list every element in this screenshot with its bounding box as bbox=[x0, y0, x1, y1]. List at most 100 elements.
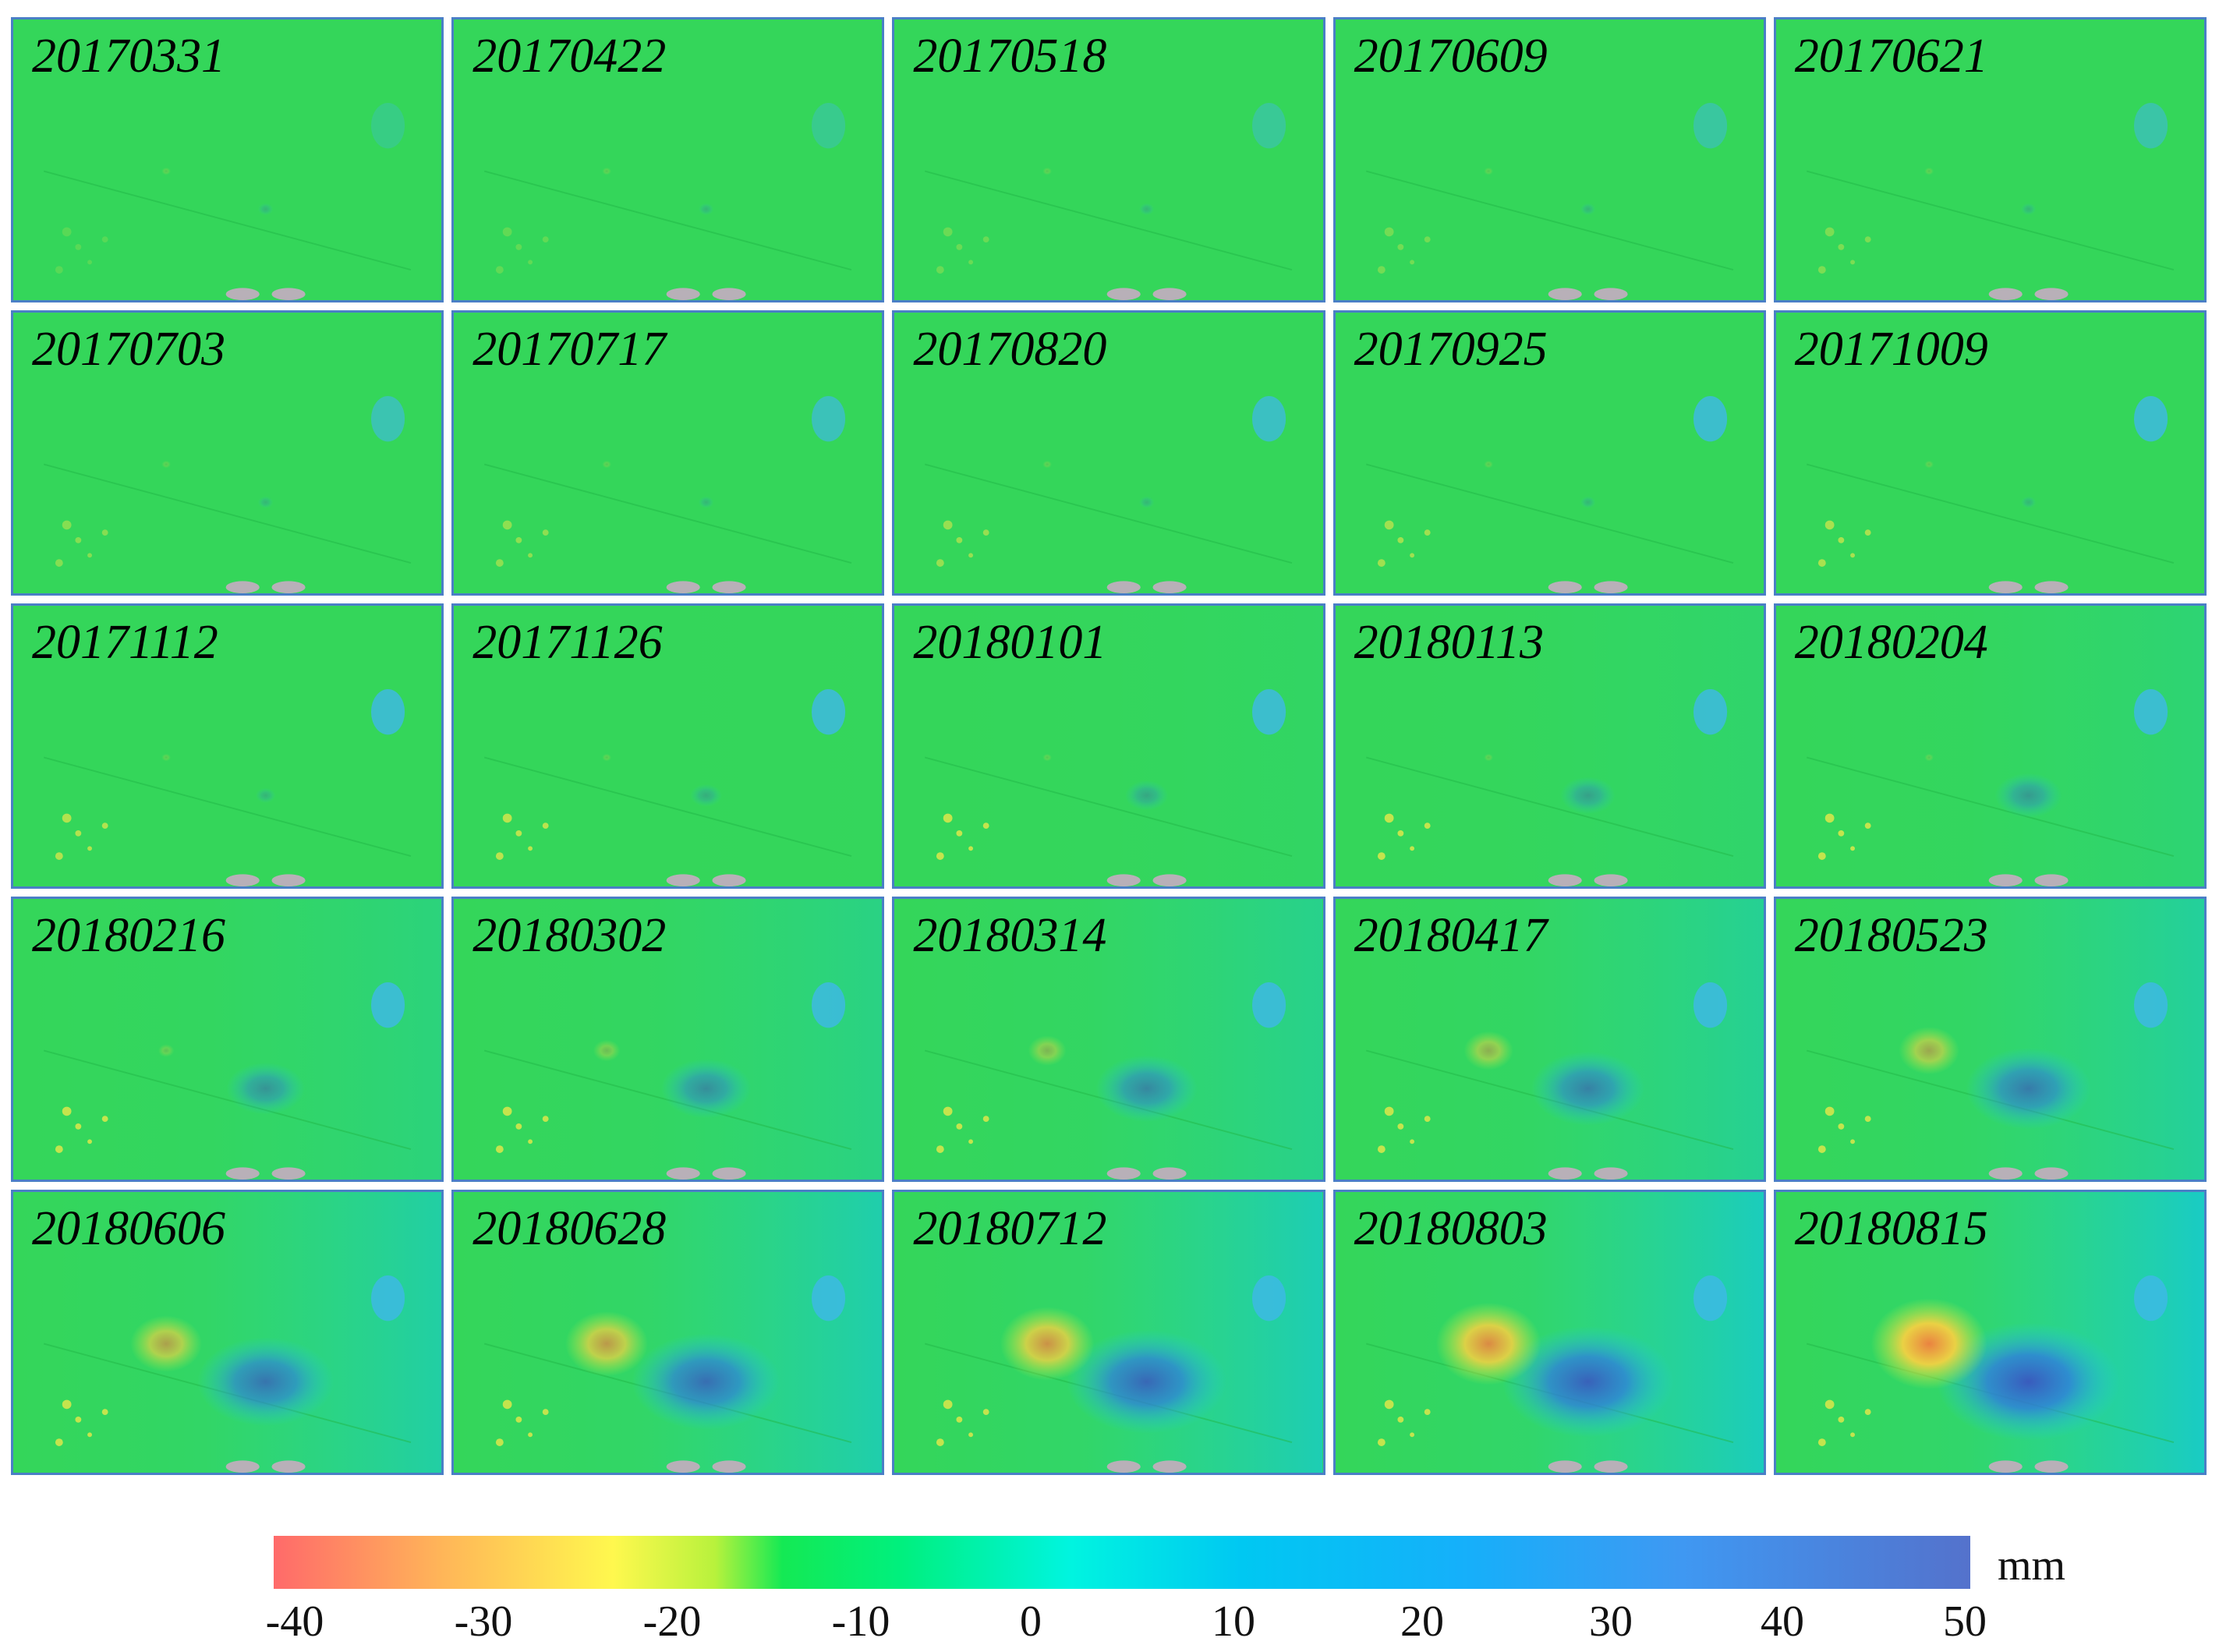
uplift-zone bbox=[1899, 1027, 1959, 1075]
scattered-uplift-points bbox=[1817, 520, 1871, 567]
deformation-map bbox=[13, 606, 442, 886]
deformation-map bbox=[894, 19, 1323, 300]
scattered-uplift-points bbox=[1377, 227, 1431, 274]
deformation-map-panel: 20180417 bbox=[1332, 897, 1766, 1182]
subsidence-zone bbox=[255, 787, 276, 803]
terrain-marks bbox=[1988, 1460, 2069, 1473]
panel-date-label: 20170609 bbox=[1354, 30, 1548, 83]
map-lineament bbox=[43, 1049, 412, 1151]
map-shading bbox=[13, 19, 442, 300]
scattered-uplift-points bbox=[1817, 813, 1871, 860]
deformation-map bbox=[454, 899, 883, 1180]
uplift-zone bbox=[602, 753, 612, 762]
terrain-marks bbox=[1988, 581, 2069, 593]
scattered-uplift-points bbox=[55, 1399, 108, 1446]
deformation-map-panel: 20180113 bbox=[1332, 603, 1766, 889]
colorbar-unit: mm bbox=[1998, 1541, 2066, 1590]
terrain-marks bbox=[666, 1460, 746, 1473]
panel-date-label: 20180101 bbox=[913, 616, 1107, 669]
deformation-map bbox=[454, 606, 883, 886]
map-shading bbox=[1335, 313, 1764, 593]
panel-date-label: 20180417 bbox=[1354, 909, 1548, 962]
terrain-marks bbox=[1988, 874, 2069, 886]
colorbar bbox=[274, 1536, 1970, 1589]
panel-date-label: 20180314 bbox=[913, 909, 1107, 962]
terrain-marks bbox=[1107, 874, 1187, 886]
terrain-marks bbox=[1548, 1460, 1628, 1473]
map-shading bbox=[894, 606, 1323, 886]
uplift-zone bbox=[161, 460, 172, 469]
colorbar-tick: -20 bbox=[642, 1597, 702, 1646]
colorbar-tick: 10 bbox=[1212, 1597, 1255, 1646]
subsidence-spot bbox=[370, 396, 405, 442]
uplift-zone bbox=[602, 460, 612, 469]
terrain-marks bbox=[666, 874, 746, 886]
deformation-map-panel: 20170331 bbox=[11, 17, 444, 302]
subsidence-spot bbox=[370, 689, 405, 735]
subsidence-spot bbox=[370, 103, 405, 149]
deformation-map bbox=[1775, 606, 2204, 886]
map-shading bbox=[454, 19, 883, 300]
map-shading bbox=[13, 313, 442, 593]
deformation-map-panel: 20180101 bbox=[892, 603, 1325, 889]
deformation-map-panel: 20180302 bbox=[451, 897, 885, 1182]
subsidence-zone bbox=[699, 496, 714, 509]
deformation-map bbox=[454, 313, 883, 593]
scattered-uplift-points bbox=[1377, 813, 1431, 860]
scattered-uplift-points bbox=[936, 813, 989, 860]
scattered-uplift-points bbox=[1377, 1106, 1431, 1153]
scattered-uplift-points bbox=[1817, 227, 1871, 274]
terrain-marks bbox=[1988, 1167, 2069, 1180]
map-shading bbox=[1775, 313, 2204, 593]
panel-date-label: 20180803 bbox=[1354, 1202, 1548, 1255]
subsidence-zone bbox=[690, 784, 723, 807]
map-lineament bbox=[43, 463, 412, 564]
map-lineament bbox=[1806, 170, 2175, 271]
deformation-map-panel: 20170609 bbox=[1332, 17, 1766, 302]
deformation-map-panel: 20170820 bbox=[892, 310, 1325, 596]
subsidence-zone bbox=[1139, 203, 1155, 216]
map-lineament bbox=[1365, 756, 1733, 858]
deformation-map-panel: 20180815 bbox=[1773, 1190, 2207, 1475]
map-shading bbox=[13, 606, 442, 886]
uplift-zone bbox=[1483, 753, 1493, 762]
deformation-map bbox=[1775, 1192, 2204, 1473]
subsidence-zone bbox=[1125, 780, 1169, 811]
terrain-marks bbox=[1107, 288, 1187, 300]
uplift-zone bbox=[161, 167, 172, 175]
subsidence-zone bbox=[1139, 496, 1155, 509]
deformation-map-panel: 20170621 bbox=[1773, 17, 2207, 302]
colorbar-legend: mm -40 -30 -20 -10 0 10 20 30 40 50 bbox=[0, 1528, 2219, 1652]
uplift-zone bbox=[1483, 167, 1493, 175]
subsidence-zone bbox=[1559, 776, 1616, 815]
deformation-map bbox=[1335, 899, 1764, 1180]
deformation-map bbox=[1335, 606, 1764, 886]
scattered-uplift-points bbox=[496, 227, 549, 274]
deformation-map-panel: 20171126 bbox=[451, 603, 885, 889]
uplift-zone bbox=[593, 1039, 621, 1062]
subsidence-zone bbox=[196, 1337, 334, 1427]
panel-date-label: 20180302 bbox=[472, 909, 667, 962]
deformation-map-panel: 20180606 bbox=[11, 1190, 444, 1475]
deformation-map bbox=[1335, 1192, 1764, 1473]
deformation-map-panel: 20180523 bbox=[1773, 897, 2207, 1182]
map-shading bbox=[1775, 19, 2204, 300]
terrain-marks bbox=[666, 1167, 746, 1180]
colorbar-tick: -40 bbox=[265, 1597, 324, 1646]
subsidence-zone bbox=[632, 1333, 781, 1430]
terrain-marks bbox=[225, 1167, 306, 1180]
terrain-marks bbox=[225, 581, 306, 593]
scattered-uplift-points bbox=[936, 1399, 989, 1446]
scattered-uplift-points bbox=[936, 227, 989, 274]
map-shading bbox=[454, 606, 883, 886]
map-shading bbox=[894, 899, 1323, 1180]
subsidence-spot bbox=[1252, 103, 1286, 149]
deformation-map-panel: 20170717 bbox=[451, 310, 885, 596]
map-shading bbox=[1775, 606, 2204, 886]
panel-date-label: 20170422 bbox=[472, 30, 667, 83]
deformation-map bbox=[13, 19, 442, 300]
subsidence-zone bbox=[1095, 1055, 1198, 1123]
deformation-map bbox=[454, 1192, 883, 1473]
subsidence-zone bbox=[1580, 496, 1596, 509]
subsidence-spot bbox=[812, 396, 846, 442]
